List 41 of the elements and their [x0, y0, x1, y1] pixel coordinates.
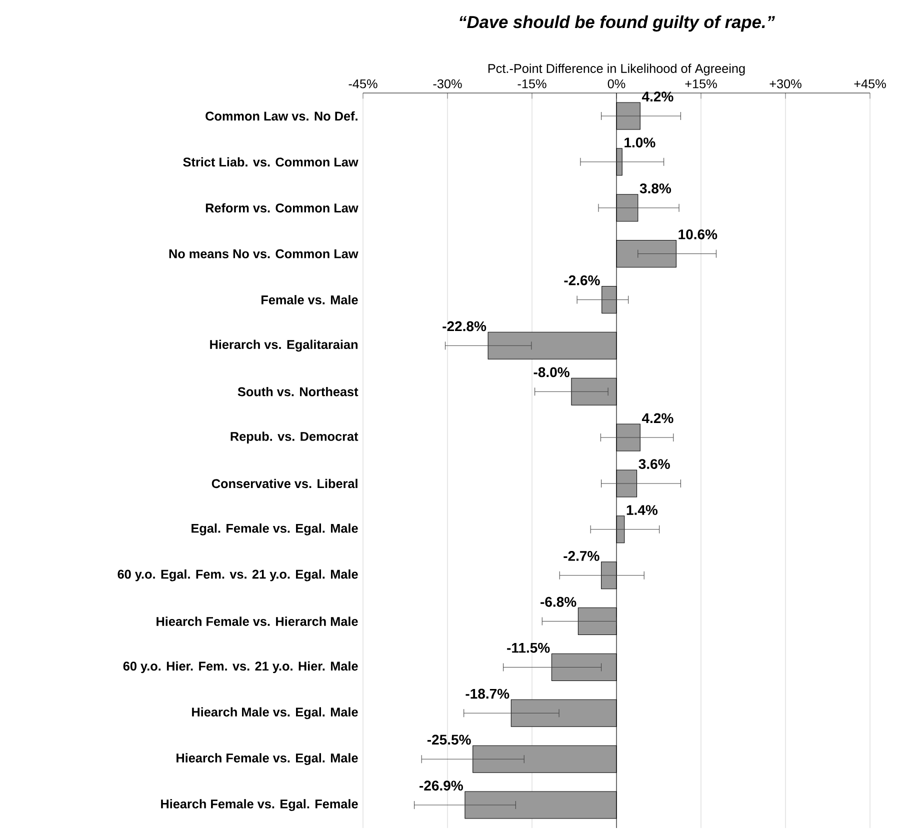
y-tick-label: Egal. Female vs. Egal. Male — [192, 523, 358, 536]
x-tick-label: 0% — [608, 79, 626, 88]
y-tick-label: Female vs. Male — [262, 295, 358, 304]
x-tick-label: -30% — [433, 79, 462, 88]
y-tick-label: Hiearch Male vs. Egal. Male — [192, 707, 358, 720]
x-tick-label: -15% — [518, 79, 546, 88]
data-label: 3.6% — [638, 459, 670, 470]
y-tick-label: Hierarch vs. Egalitaraian — [210, 340, 358, 352]
data-label: -6.8% — [540, 596, 576, 607]
y-tick-label: No means No vs. Common Law — [169, 249, 358, 258]
data-label: 4.2% — [642, 413, 674, 424]
data-label: -11.5% — [507, 642, 550, 653]
y-tick-label: Hiearch Female vs. Egal. Male — [176, 753, 358, 766]
y-tick-label: South vs. Northeast — [238, 386, 358, 396]
y-tick-label: Repub. vs. Democrat — [230, 432, 358, 444]
y-tick-label: Reform vs. Common Law — [206, 203, 358, 212]
data-label: -25.5% — [427, 734, 471, 745]
y-tick-label: Strict Liab. vs. Common Law — [183, 157, 358, 167]
y-tick-label: 60 y.o. Egal. Fem. vs. 21 y.o. Egal. Male — [118, 569, 358, 582]
data-label: 4.2% — [642, 92, 674, 102]
data-label: 10.6% — [678, 229, 718, 240]
data-label: -8.0% — [534, 367, 570, 378]
y-tick-label: Common Law vs. No Def. — [206, 111, 358, 121]
y-tick-label: Hiearch Female vs. Hierarch Male — [156, 616, 358, 626]
y-tick-label: Conservative vs. Liberal — [212, 478, 358, 488]
chart-title: “Dave should be found guilty of rape.” — [460, 15, 775, 32]
y-tick-label: 60 y.o. Hier. Fem. vs. 21 y.o. Hier. Male — [123, 661, 358, 674]
data-label: 3.8% — [640, 183, 672, 194]
data-label: 1.0% — [624, 138, 656, 148]
data-label: -22.8% — [442, 321, 486, 332]
x-axis-title: Pct.-Point Difference in Likelihood of Agreeing — [488, 64, 745, 76]
data-label: -2.7% — [564, 551, 600, 561]
x-tick-label: -45% — [348, 79, 378, 88]
data-label: -2.6% — [564, 275, 600, 286]
x-tick-label: +45% — [854, 79, 886, 88]
x-tick-label: +15% — [685, 79, 717, 88]
data-label: -26.9% — [420, 780, 463, 791]
y-tick-label: Hiearch Female vs. Egal. Female — [161, 799, 358, 811]
x-tick-label: +30% — [770, 79, 802, 88]
data-label: 1.4% — [626, 505, 658, 515]
data-label: -18.7% — [466, 688, 510, 699]
